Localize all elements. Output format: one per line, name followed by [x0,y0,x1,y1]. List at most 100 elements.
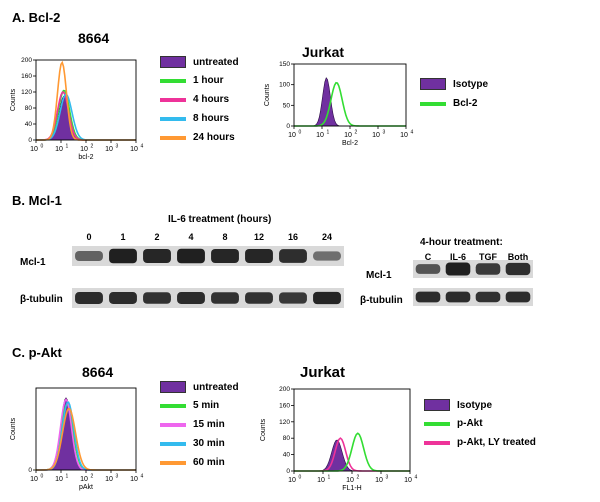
left-blot-lane-label: 2 [154,232,160,242]
c-right-legend-item: p-Akt [424,418,483,429]
c-right-xtick-exp: 2 [357,475,360,481]
c-right-xtick-exp: 1 [328,475,331,481]
left-blot-mcl1-label: Mcl-1 [20,257,46,268]
a-left-legend-item: 24 hours [160,132,235,143]
left-blot-lane-label: 0 [86,232,92,242]
a-left-ytick: 0 [28,137,32,144]
c-right-legend-item: p-Akt, LY treated [424,437,536,448]
c-right-ytick: 40 [283,452,291,459]
a-left-legend-item: 4 hours [160,94,229,105]
a-left-legend-label: untreated [193,56,239,68]
a-left-xtick-exp: 3 [116,144,119,150]
left-blot-tubulin-band [279,292,307,304]
right-blot-mcl1-band [415,264,441,274]
right-blot-tubulin-strip [413,288,533,306]
a-left-ytick: 40 [25,121,33,128]
a-left-ylabel: Counts [10,88,17,111]
left-blot-lane-label: 4 [188,232,194,242]
a-left-legend-item: 8 hours [160,113,229,124]
a-left-legend-item: untreated [160,56,239,68]
c-right-axes-frame [293,388,411,472]
c-left-legend-swatch [160,460,186,465]
a-left-xtick-exp: 4 [141,144,144,150]
c-left-ytick: 0 [28,467,32,474]
c-left-legend-label: 30 min [193,438,225,449]
left-blot-tubulin-band [245,292,273,304]
a-right-legend-item: Bcl-2 [420,98,477,109]
right-blot-tubulin-label: β-tubulin [360,295,403,306]
c-right-legend-label: p-Akt, LY treated [457,437,536,448]
c-left-curve-4 [35,407,136,471]
a-left-curve-3 [35,93,136,141]
c-right-xtick: 10 [288,477,296,484]
a-left-ytick: 120 [21,89,32,96]
c-right-legend-label: Isotype [457,399,493,411]
a-right-axes-frame [293,63,407,127]
c-left-legend-item: 30 min [160,438,225,449]
a-right-legend-swatch [420,78,446,90]
left-blot-mcl1-band [245,248,273,264]
a-right-xtick-exp: 4 [411,130,414,136]
c-left-ylabel: Counts [10,417,17,440]
a-left-ytick: 80 [25,105,33,112]
c-right-legend-swatch [424,399,450,411]
left-blot-mcl1-band [109,248,137,264]
a-right-curve-1 [294,81,406,127]
panel-a-right-plot-title: Jurkat [302,44,345,60]
c-left-xtick: 10 [55,476,63,483]
a-left-legend-label: 4 hours [193,94,230,105]
left-blot-mcl1-band [279,249,307,263]
a-right-xlabel: Bcl-2 [342,140,358,147]
left-blot-tubulin-strip [72,288,344,308]
right-blot-lane-label: TGF [479,252,497,262]
right-blot-tubulin-band [445,291,471,303]
right-blot-mcl1-band [475,263,501,275]
right-blot-mcl1-band [445,262,471,276]
c-left-curve-3 [35,401,136,471]
a-left-curve-4 [36,60,136,141]
a-right-curve-0 [294,77,406,127]
left-blot-tubulin-label: β-tubulin [20,294,63,305]
right-western-blot [413,260,533,306]
a-right-ytick: 0 [286,123,290,130]
a-left-xtick: 10 [105,146,113,153]
panel-c-title: C. p-Akt [12,345,62,360]
a-left-xtick-exp: 2 [91,144,94,150]
left-blot-tubulin-band [313,291,341,305]
panel-a-title: A. Bcl-2 [12,10,61,25]
c-left-legend-swatch [160,422,186,427]
c-right-curve-0 [294,439,410,472]
left-blot-tubulin-band [211,292,239,304]
a-right-ytick: 150 [279,61,290,68]
left-blot-mcl1-band [75,250,103,262]
c-left-curve-1 [35,403,136,471]
panel-a-left-plot-title: 8664 [78,30,110,46]
c-left-xtick: 10 [130,476,138,483]
a-left-axes-frame [35,59,137,141]
left-blot-lane-label: 16 [287,232,298,242]
c-left-legend-item: untreated [160,381,239,393]
c-right-xtick: 10 [375,477,383,484]
a-right-legend-item: Isotype [420,78,488,90]
c-left-xlabel: pAkt [79,484,93,491]
c-left-legend-swatch [160,441,186,446]
a-left-legend-swatch [160,56,186,68]
a-right-legend-swatch [420,101,446,106]
c-left-legend-swatch [160,403,186,408]
c-left-xtick: 10 [30,476,38,483]
a-left-legend-label: 8 hours [193,113,230,124]
left-blot-mcl1-band [177,248,205,264]
c-left-xtick: 10 [80,476,88,483]
left-blot-mcl1-band [211,248,239,264]
c-left-xtick-exp: 3 [116,474,119,480]
c-left-curve-0 [35,397,136,471]
a-left-xtick-exp: 0 [41,144,44,150]
left-blot-lane-label: 8 [222,232,228,242]
a-right-legend-label: Isotype [453,78,489,90]
a-right-xtick: 10 [400,132,408,139]
c-left-curve-2 [35,398,136,471]
